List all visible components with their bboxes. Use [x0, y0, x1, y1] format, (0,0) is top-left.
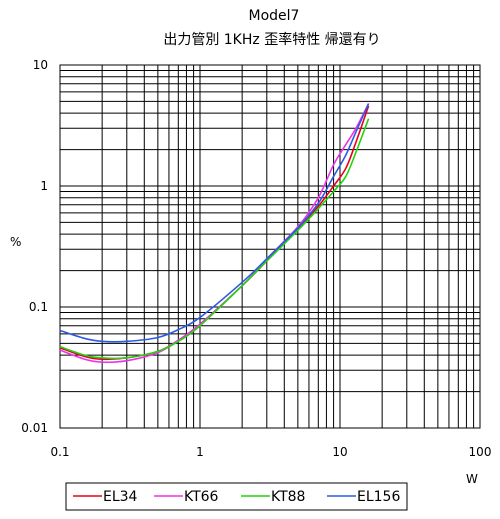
series-layer — [59, 103, 370, 364]
series-line-kt66 — [59, 103, 370, 364]
y-tick-labels: 0.01 0.1 1 10 — [21, 58, 48, 435]
legend-label-kt88: KT88 — [271, 489, 305, 505]
legend-label-el34: EL34 — [103, 489, 138, 505]
x-tick-label: 100 — [469, 445, 492, 459]
x-tick-labels: 0.1 1 10 100 — [50, 445, 491, 459]
x-tick-label: 0.1 — [50, 445, 69, 459]
y-tick-label: 1 — [40, 179, 48, 193]
y-tick-label: 0.1 — [29, 300, 48, 314]
x-tick-label: 1 — [196, 445, 204, 459]
x-axis-label: W — [466, 472, 478, 486]
series-line-el34 — [59, 105, 370, 361]
chart-subtitle: 出力管別 1KHz 歪率特性 帰還有り — [163, 31, 380, 48]
y-tick-label: 10 — [33, 58, 48, 72]
legend: EL34 KT66 KT88 EL156 — [65, 482, 408, 511]
y-axis-label: % — [10, 235, 21, 249]
chart-title: Model7 — [249, 8, 300, 24]
y-tick-label: 0.01 — [21, 421, 48, 435]
plot-frame — [59, 64, 481, 429]
legend-label-el156: EL156 — [357, 489, 400, 505]
x-tick-label: 10 — [332, 445, 347, 459]
series-line-el156 — [59, 103, 370, 343]
grid — [59, 64, 481, 429]
legend-label-kt66: KT66 — [184, 489, 219, 505]
series-line-kt88 — [59, 118, 370, 360]
